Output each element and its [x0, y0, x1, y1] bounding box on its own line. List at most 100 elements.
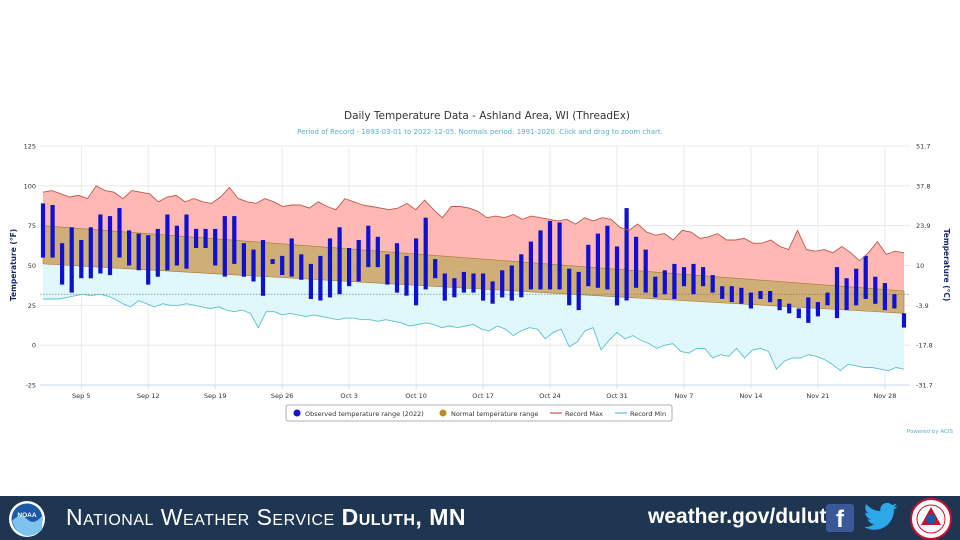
observed-bar[interactable]: [213, 228, 218, 266]
observed-bar[interactable]: [796, 308, 801, 319]
observed-bar[interactable]: [289, 238, 294, 277]
observed-bar[interactable]: [347, 248, 352, 287]
observed-bar[interactable]: [165, 214, 170, 271]
observed-bar[interactable]: [854, 268, 859, 306]
observed-bar[interactable]: [509, 265, 514, 301]
observed-bar[interactable]: [79, 240, 84, 279]
observed-bar[interactable]: [595, 233, 600, 288]
legend-observed-label[interactable]: Observed temperature range (2022): [305, 410, 424, 418]
nws-logo-icon[interactable]: [910, 498, 952, 540]
observed-bar[interactable]: [414, 238, 419, 306]
observed-bar[interactable]: [681, 267, 687, 287]
observed-bar[interactable]: [60, 243, 65, 285]
observed-bar[interactable]: [500, 270, 505, 298]
observed-bar[interactable]: [155, 228, 160, 277]
observed-bar[interactable]: [203, 228, 208, 248]
observed-bar[interactable]: [605, 225, 610, 290]
observed-bar[interactable]: [318, 255, 323, 301]
observed-bar[interactable]: [662, 270, 667, 295]
observed-bar[interactable]: [107, 216, 113, 276]
observed-bar[interactable]: [672, 263, 677, 299]
observed-bar[interactable]: [241, 243, 246, 277]
observed-bar[interactable]: [815, 302, 820, 317]
observed-bar[interactable]: [299, 254, 304, 280]
observed-bar[interactable]: [146, 235, 151, 285]
observed-bar[interactable]: [758, 291, 763, 299]
observed-bar[interactable]: [882, 283, 887, 311]
observed-bar[interactable]: [777, 299, 782, 311]
observed-bar[interactable]: [519, 254, 524, 298]
observed-bar[interactable]: [825, 292, 830, 306]
powered-by-credit[interactable]: Powered by ACIS: [907, 429, 954, 435]
observed-bar[interactable]: [614, 246, 620, 306]
observed-bar[interactable]: [490, 281, 495, 304]
observed-bar[interactable]: [356, 240, 361, 282]
observed-bar[interactable]: [739, 287, 744, 304]
observed-bar[interactable]: [576, 271, 581, 311]
temperature-chart[interactable]: Daily Temperature Data - Ashland Area, W…: [0, 0, 960, 496]
observed-bar[interactable]: [308, 263, 313, 299]
observed-bar[interactable]: [892, 294, 897, 309]
observed-bar[interactable]: [528, 241, 533, 290]
observed-bar[interactable]: [806, 297, 811, 323]
twitter-icon[interactable]: [864, 502, 898, 532]
observed-bar[interactable]: [547, 220, 553, 290]
observed-bar[interactable]: [481, 273, 486, 301]
observed-bar[interactable]: [327, 238, 333, 298]
observed-bar[interactable]: [127, 230, 132, 266]
observed-bar[interactable]: [634, 236, 639, 288]
observed-bar[interactable]: [136, 233, 141, 271]
observed-bar[interactable]: [433, 259, 438, 279]
website-url[interactable]: weather.gov/duluth: [648, 505, 840, 528]
observed-bar[interactable]: [787, 303, 792, 314]
observed-bar[interactable]: [385, 254, 390, 285]
observed-bar[interactable]: [863, 255, 868, 299]
observed-bar[interactable]: [375, 236, 380, 268]
observed-bar[interactable]: [452, 278, 457, 298]
legend-record-max-label[interactable]: Record Max: [565, 410, 603, 418]
observed-bar[interactable]: [174, 225, 179, 266]
observed-bar[interactable]: [280, 255, 285, 275]
observed-bar[interactable]: [720, 286, 725, 299]
observed-bar[interactable]: [701, 267, 706, 287]
observed-bar[interactable]: [260, 240, 266, 296]
observed-bar[interactable]: [117, 208, 122, 258]
observed-bar[interactable]: [729, 286, 734, 303]
observed-bar[interactable]: [844, 278, 849, 311]
observed-bar[interactable]: [404, 255, 409, 296]
observed-bar[interactable]: [251, 249, 256, 282]
observed-bar[interactable]: [653, 276, 658, 298]
legend[interactable]: Observed temperature range (2022) Normal…: [285, 404, 673, 422]
observed-bar[interactable]: [461, 271, 466, 293]
observed-bar[interactable]: [194, 228, 199, 248]
observed-bar[interactable]: [423, 217, 428, 290]
observed-bar[interactable]: [768, 291, 773, 303]
legend-normal-label[interactable]: Normal temperature range: [451, 410, 538, 418]
observed-bar[interactable]: [710, 275, 715, 293]
facebook-icon[interactable]: f: [826, 504, 854, 532]
observed-bar[interactable]: [270, 259, 275, 264]
observed-bar[interactable]: [834, 267, 840, 319]
observed-bar[interactable]: [88, 227, 93, 279]
observed-bar[interactable]: [69, 227, 74, 293]
observed-bar[interactable]: [586, 244, 591, 287]
observed-bar[interactable]: [643, 249, 648, 293]
observed-bar[interactable]: [442, 273, 447, 301]
observed-bar[interactable]: [624, 208, 629, 301]
legend-record-min-label[interactable]: Record Min: [630, 410, 666, 418]
observed-bar[interactable]: [232, 216, 237, 264]
observed-bar[interactable]: [557, 222, 562, 290]
observed-bar[interactable]: [222, 216, 227, 277]
observed-bar[interactable]: [40, 203, 46, 258]
observed-bar[interactable]: [184, 214, 189, 269]
observed-bar[interactable]: [337, 227, 342, 295]
observed-bar[interactable]: [567, 268, 572, 306]
observed-bar[interactable]: [691, 263, 696, 295]
observed-bar[interactable]: [98, 214, 103, 274]
observed-bar[interactable]: [394, 243, 400, 293]
noaa-logo-icon[interactable]: NOAA: [8, 500, 46, 538]
observed-bar[interactable]: [873, 276, 878, 304]
observed-bar[interactable]: [748, 292, 753, 309]
observed-bar[interactable]: [471, 273, 476, 293]
observed-bar[interactable]: [366, 225, 371, 268]
